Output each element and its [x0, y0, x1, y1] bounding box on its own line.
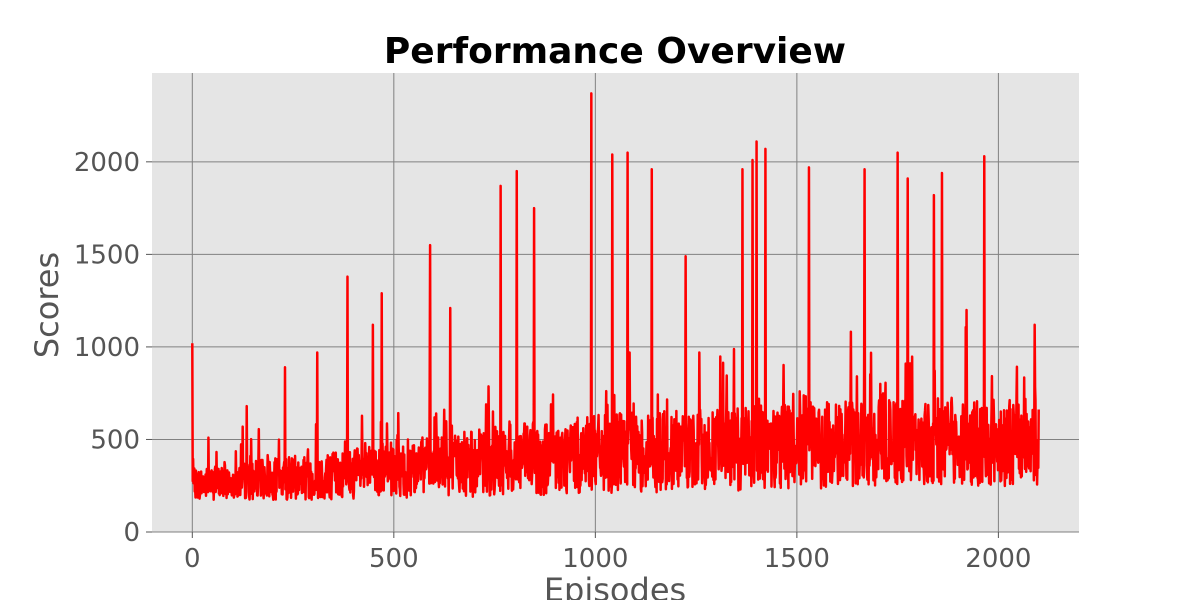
x-tick-label: 0 — [184, 544, 201, 574]
y-axis-label: Scores — [28, 252, 66, 358]
series-layer — [191, 92, 1040, 502]
y-tick-label: 1000 — [74, 333, 140, 363]
x-tick-label: 500 — [369, 544, 419, 574]
y-tick-label: 1500 — [74, 240, 140, 270]
y-tick-label: 2000 — [74, 148, 140, 178]
x-axis-label: Episodes — [544, 571, 686, 600]
tick-labels: 0 500 1000 1500 2000 0 500 1000 1500 2000 — [74, 148, 1032, 574]
y-tick-label: 0 — [123, 518, 140, 548]
x-tick-label: 1500 — [764, 544, 830, 574]
chart-title: Performance Overview — [384, 31, 846, 72]
x-tick-label: 2000 — [965, 544, 1031, 574]
y-tick-label: 500 — [90, 425, 140, 455]
scores-series-line — [191, 92, 1040, 502]
x-tick-label: 1000 — [562, 544, 628, 574]
